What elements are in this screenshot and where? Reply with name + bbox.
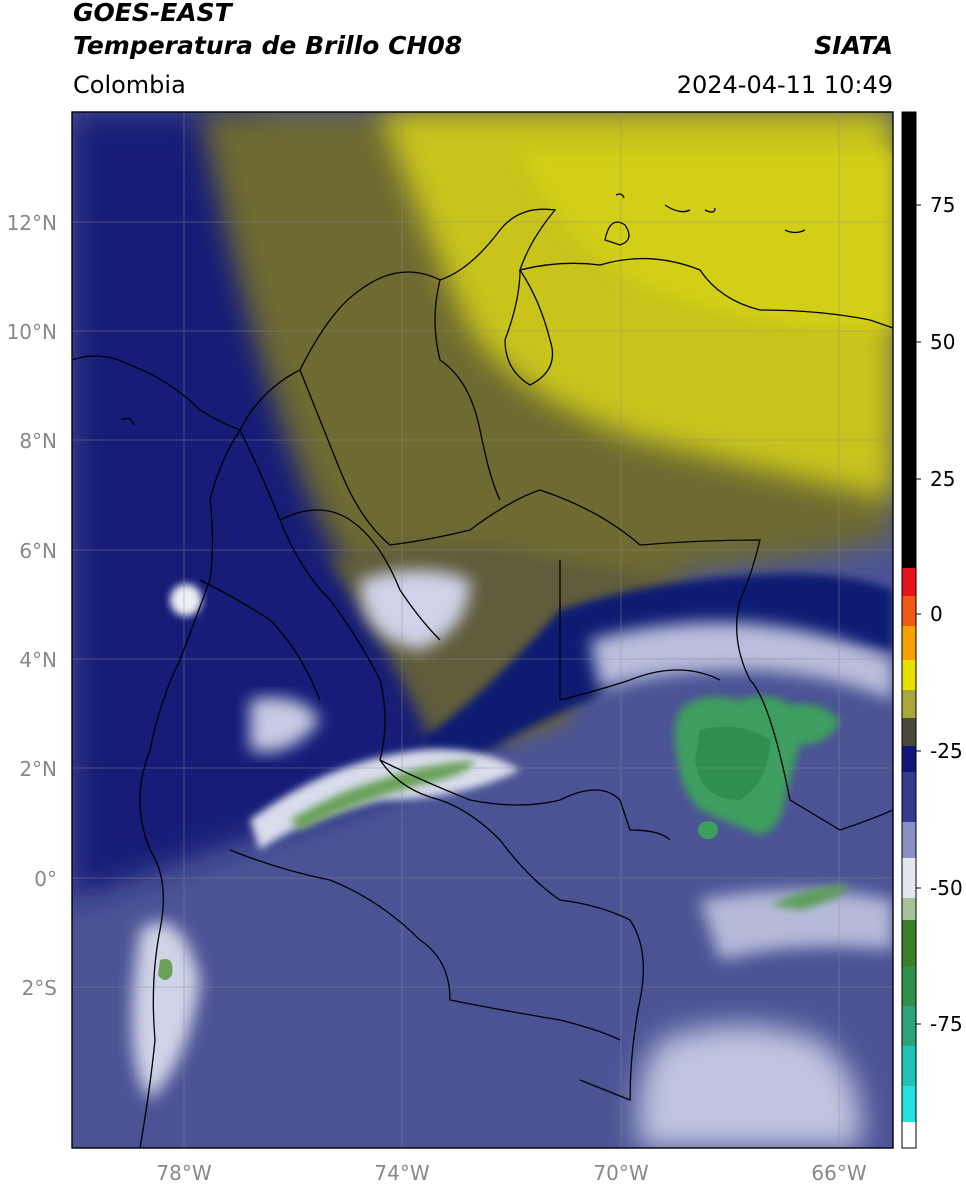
colorbar-label: 50 [930, 330, 955, 354]
lat-tick-label: 6°N [19, 539, 57, 563]
colorbar-segment-amber [902, 626, 916, 660]
lat-tick-label: 8°N [19, 429, 57, 453]
colorbar-segment-palegreen [902, 898, 916, 920]
lon-tick-label: 66°W [811, 1161, 866, 1185]
colorbar-segment-brightcyan [902, 1086, 916, 1122]
latitude-ticks: 12°N 10°N 8°N 6°N 4°N 2°N 0° 2°S [7, 211, 57, 1000]
lat-tick-label: 0° [34, 867, 57, 891]
lat-tick-label: 12°N [7, 211, 57, 235]
lat-tick-label: 2°N [19, 757, 57, 781]
satellite-title: GOES-EAST [73, 0, 232, 27]
colorbar-label: -50 [930, 876, 963, 900]
map-frame [71, 111, 894, 1149]
colorbar-label: -75 [930, 1012, 963, 1036]
datetime-label: 2024-04-11 10:49 [676, 71, 893, 99]
colorbar-segment-navy [902, 746, 916, 772]
colorbar-label: 0 [930, 602, 943, 626]
colorbar-label: -25 [930, 739, 963, 763]
longitude-ticks: 78°W 74°W 70°W 66°W [156, 1161, 866, 1185]
lat-tick-label: 10°N [7, 320, 57, 344]
lat-tick-label: 4°N [19, 648, 57, 672]
colorbar-segment-teal [902, 1006, 916, 1046]
colorbar: 75 50 25 0 -25 -50 -75 [901, 111, 963, 1149]
colorbar-segment-green [902, 920, 916, 966]
lat-tick-label: 2°S [22, 976, 57, 1000]
colorbar-segment-warm [902, 112, 916, 568]
colorbar-label: 75 [930, 193, 955, 217]
borders-and-coastlines [72, 193, 893, 1148]
colorbar-frame [901, 111, 917, 1149]
colorbar-segment-red [902, 568, 916, 596]
source-label: SIATA [814, 31, 893, 60]
colorbar-segment-white [902, 858, 916, 898]
colorbar-segment-orange [902, 596, 916, 626]
colorbar-segment-medgreen [902, 966, 916, 1006]
colorbar-segment-olive [902, 690, 916, 718]
colorbar-segment-dark [902, 718, 916, 746]
product-title: Temperatura de Brillo CH08 [73, 31, 463, 60]
colorbar-segment-lightblue [902, 822, 916, 858]
colorbar-segment-end [902, 1122, 916, 1148]
colorbar-segment-blue [902, 772, 916, 822]
lon-tick-label: 70°W [593, 1161, 648, 1185]
colorbar-segment-yellow [902, 660, 916, 690]
colorbar-segment-cyan [902, 1046, 916, 1086]
brightness-temperature-field [72, 112, 893, 1148]
lon-tick-label: 74°W [374, 1161, 429, 1185]
colorbar-label: 25 [930, 467, 955, 491]
lon-tick-label: 78°W [156, 1161, 211, 1185]
graticule [72, 112, 893, 1148]
region-label: Colombia [73, 71, 186, 99]
